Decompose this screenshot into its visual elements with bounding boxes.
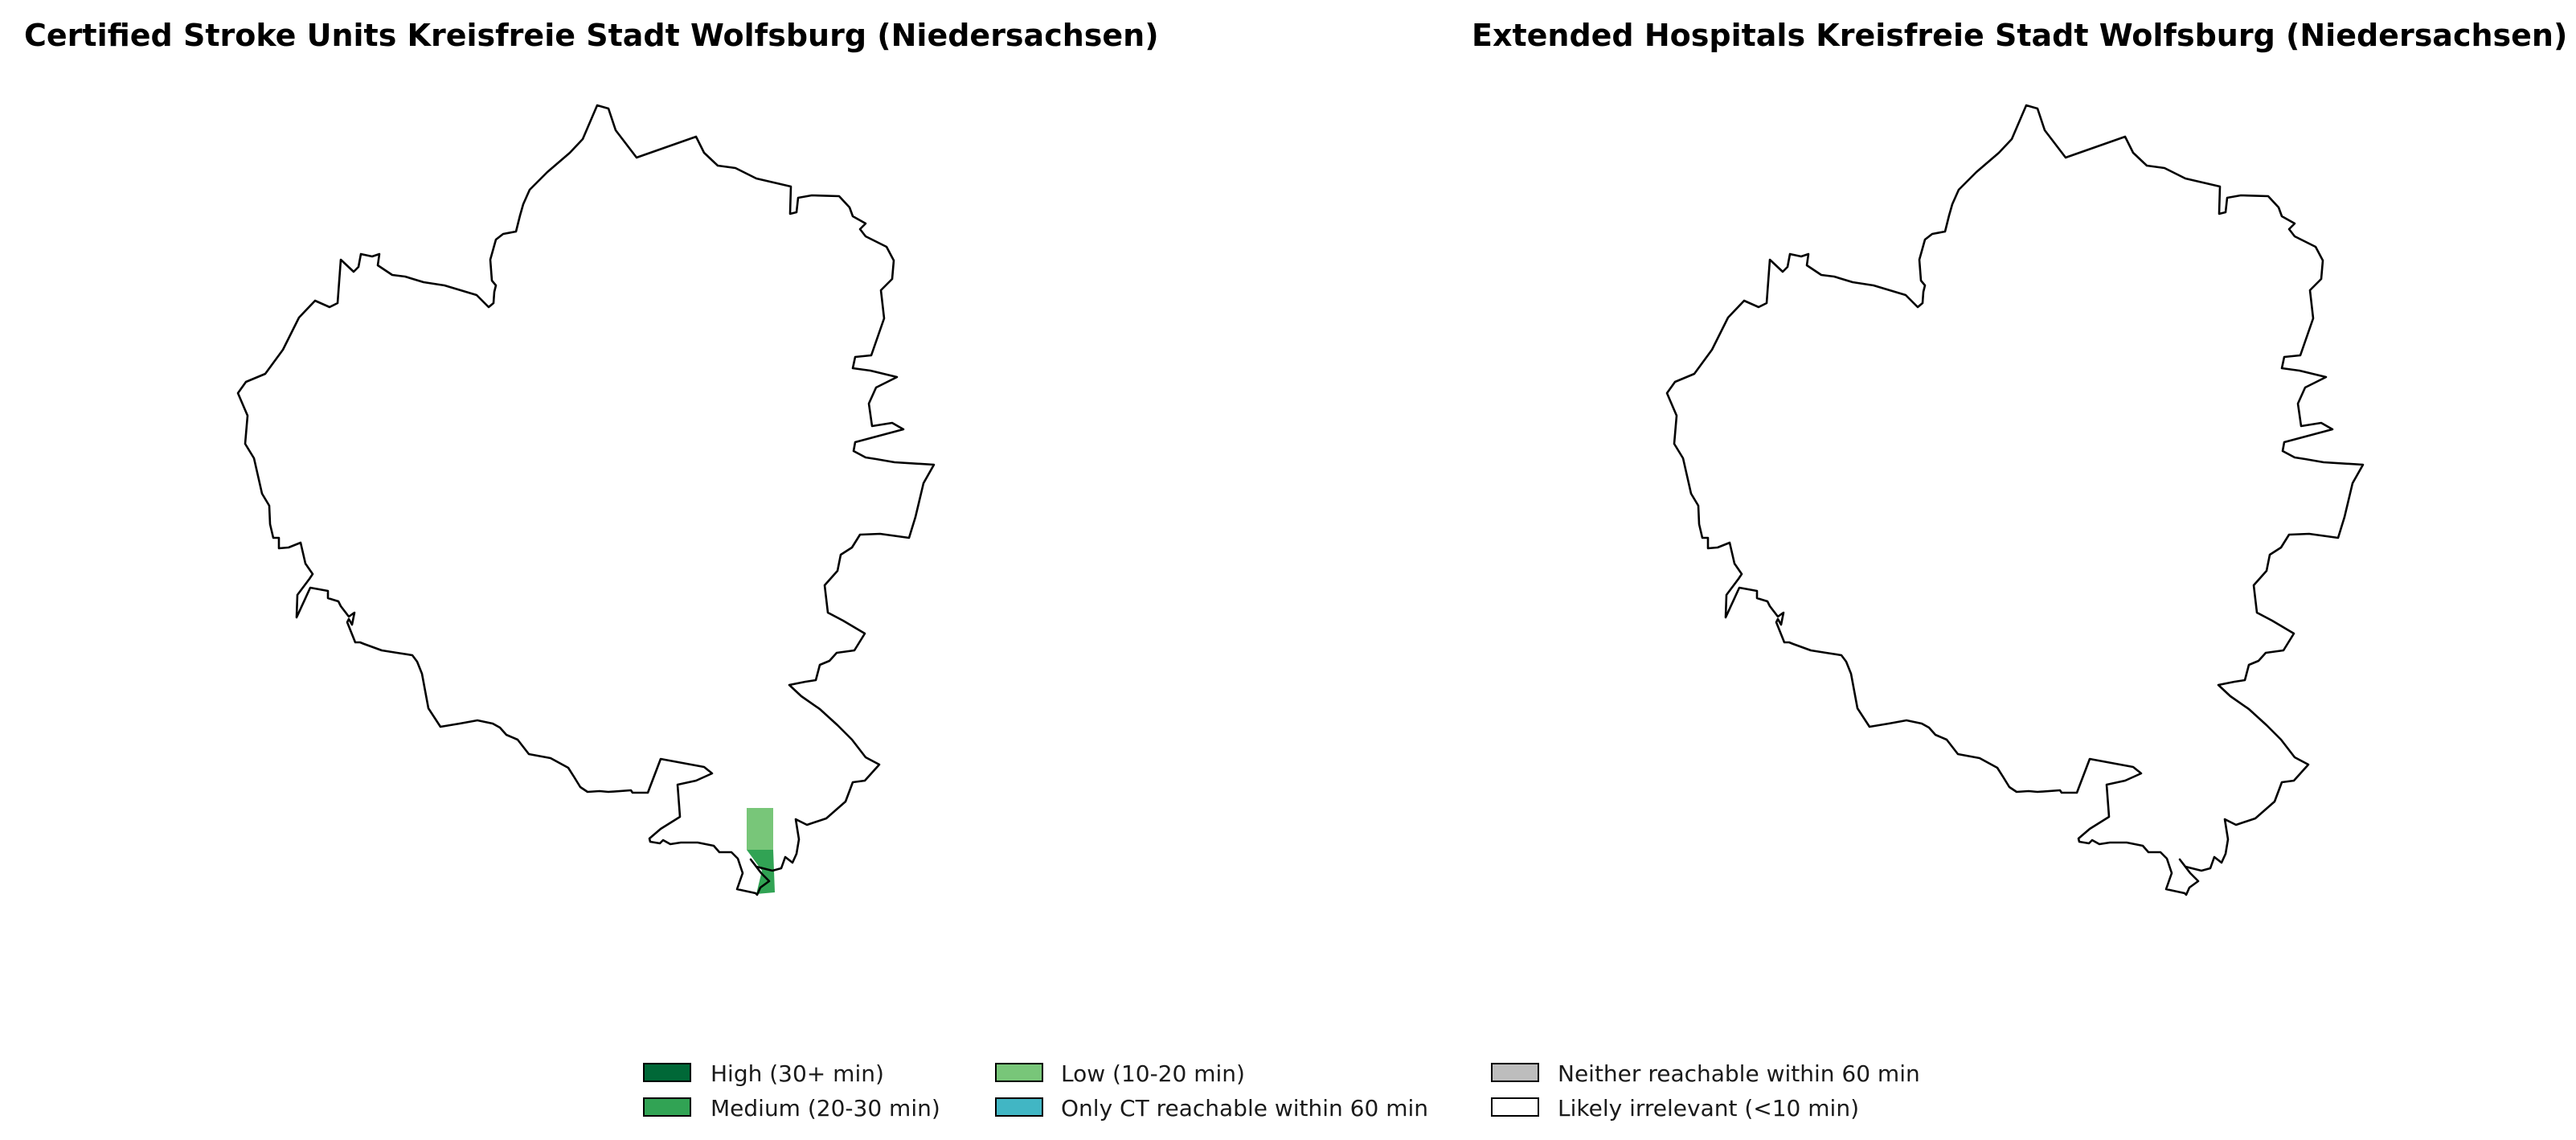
map-panel-certified-stroke-units: Certified Stroke Units Kreisfreie Stadt … bbox=[24, 18, 1159, 896]
region-outline-wolfsburg bbox=[1665, 104, 2365, 896]
legend-swatch-low bbox=[995, 1063, 1043, 1082]
legend-item-neither: Neither reachable within 60 min bbox=[1491, 1060, 1920, 1087]
legend-label-low: Low (10-20 min) bbox=[1061, 1060, 1245, 1087]
legend-item-low: Low (10-20 min) bbox=[995, 1060, 1245, 1087]
region-outline-wolfsburg bbox=[236, 104, 936, 896]
map-title-certified-stroke-units: Certified Stroke Units Kreisfreie Stadt … bbox=[24, 18, 1159, 53]
legend-item-high: High (30+ min) bbox=[643, 1060, 884, 1087]
map-panel-extended-hospitals: Extended Hospitals Kreisfreie Stadt Wolf… bbox=[1472, 18, 2567, 896]
map-title-extended-hospitals: Extended Hospitals Kreisfreie Stadt Wolf… bbox=[1472, 18, 2567, 53]
legend-label-likely-irrelevant: Likely irrelevant (<10 min) bbox=[1558, 1095, 1859, 1122]
legend-label-neither: Neither reachable within 60 min bbox=[1558, 1060, 1920, 1087]
legend-swatch-high bbox=[643, 1063, 691, 1082]
legend-item-medium: Medium (20-30 min) bbox=[643, 1095, 940, 1122]
legend-label-medium: Medium (20-30 min) bbox=[711, 1095, 940, 1122]
legend-swatch-neither bbox=[1491, 1063, 1539, 1082]
legend: High (30+ min) Medium (20-30 min) Low (1… bbox=[643, 1060, 1920, 1122]
legend-swatch-medium bbox=[643, 1097, 691, 1117]
reachability-cell-low bbox=[747, 808, 773, 850]
legend-item-only-ct: Only CT reachable within 60 min bbox=[995, 1095, 1428, 1122]
legend-swatch-likely-irrelevant bbox=[1491, 1097, 1539, 1117]
legend-label-only-ct: Only CT reachable within 60 min bbox=[1061, 1095, 1428, 1122]
legend-label-high: High (30+ min) bbox=[711, 1060, 884, 1087]
legend-swatch-only-ct bbox=[995, 1097, 1043, 1117]
legend-item-likely-irrelevant: Likely irrelevant (<10 min) bbox=[1491, 1095, 1859, 1122]
